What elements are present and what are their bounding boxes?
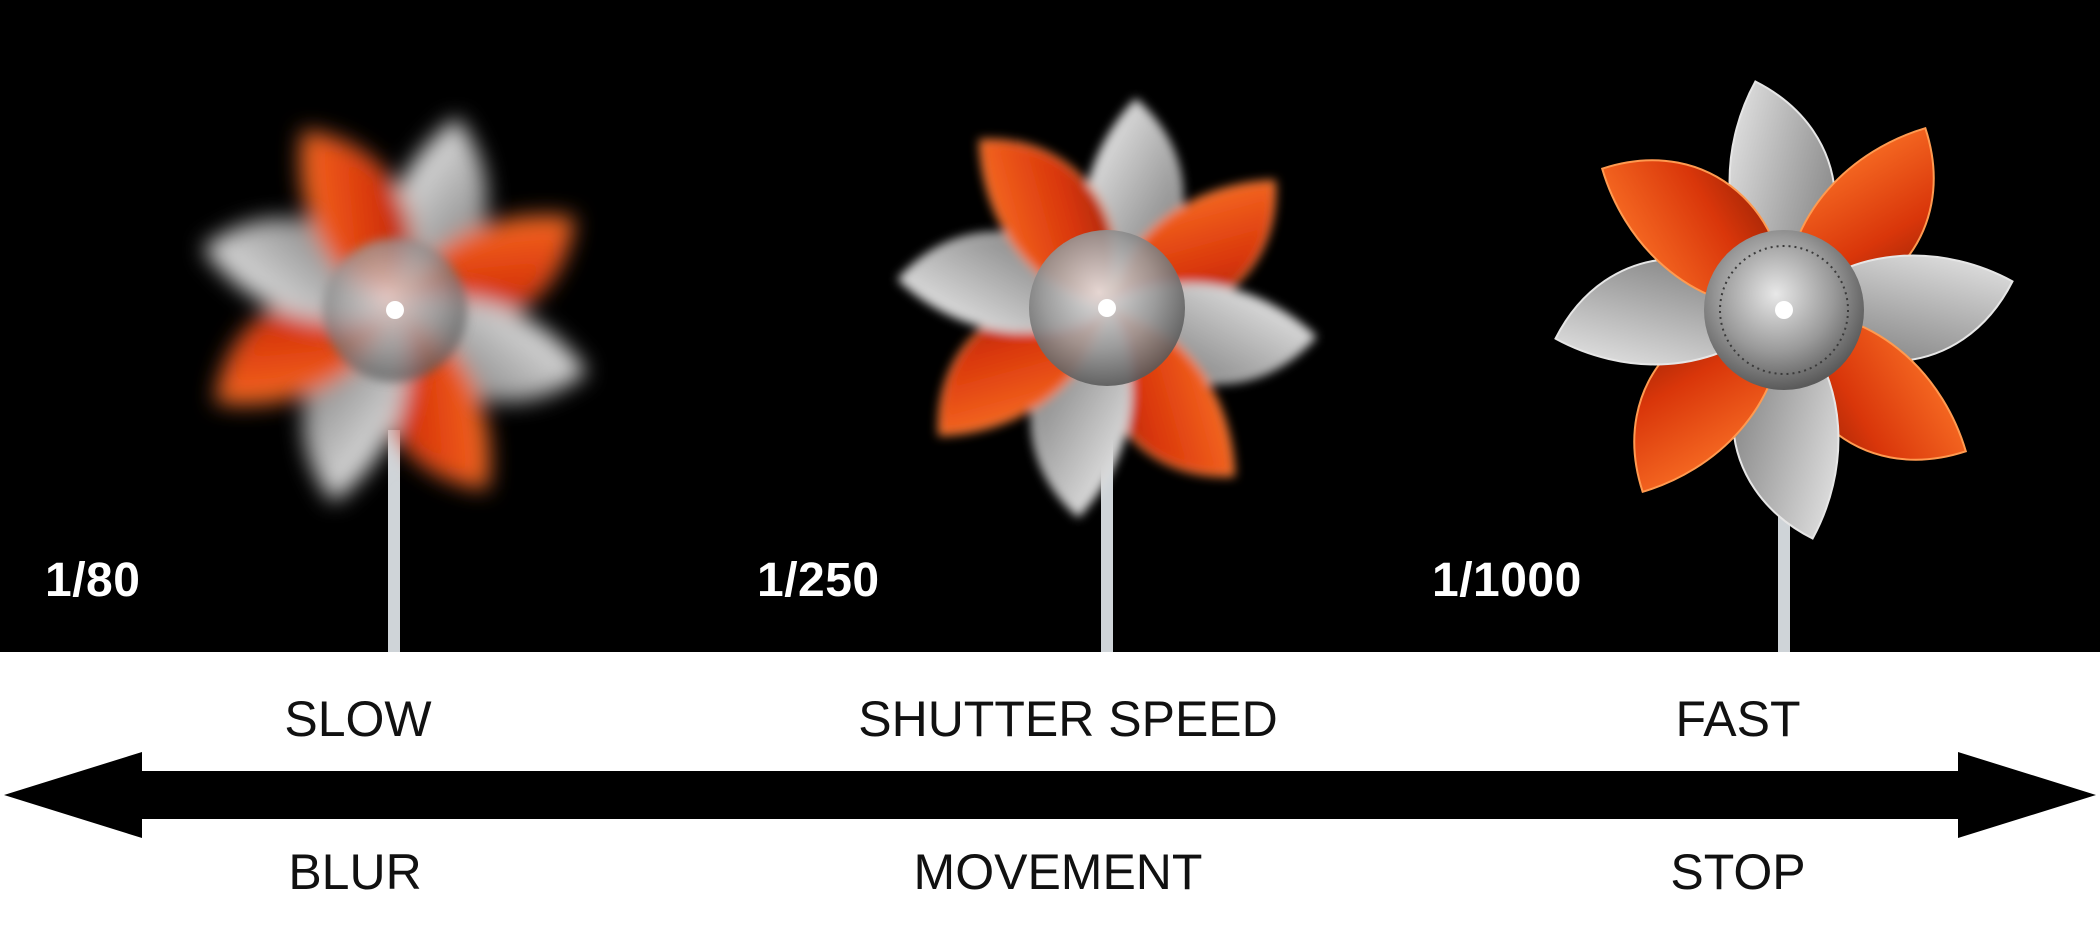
pinwheel-1-250 xyxy=(897,98,1317,652)
label-slow: SLOW xyxy=(284,691,432,747)
pinwheel-pin xyxy=(386,301,404,319)
pinwheel-hub-ticks xyxy=(1719,245,1849,375)
shutter-label-1-250: 1/250 xyxy=(757,554,880,607)
pinwheel-pin xyxy=(1098,299,1116,317)
double-headed-arrow xyxy=(4,752,2096,838)
label-shutter-speed: SHUTTER SPEED xyxy=(858,691,1278,747)
label-fast: FAST xyxy=(1675,691,1801,747)
label-movement: MOVEMENT xyxy=(913,844,1203,900)
pinwheel-1-80 xyxy=(203,118,587,652)
pinwheel-illustrations xyxy=(203,80,2014,652)
label-blur: BLUR xyxy=(288,844,422,900)
shutter-label-1-80: 1/80 xyxy=(45,554,141,607)
pinwheel-1-1000 xyxy=(1554,80,2014,652)
arrow-shape xyxy=(4,752,2096,838)
pinwheel-photo-strip: 1/80 1/250 1/1000 xyxy=(0,0,2100,652)
shutter-label-1-1000: 1/1000 xyxy=(1432,554,1582,607)
pinwheel-pin xyxy=(1775,301,1793,319)
label-stop: STOP xyxy=(1670,844,1806,900)
pinwheel-stick xyxy=(388,430,400,652)
pinwheel-stick xyxy=(1101,440,1113,652)
